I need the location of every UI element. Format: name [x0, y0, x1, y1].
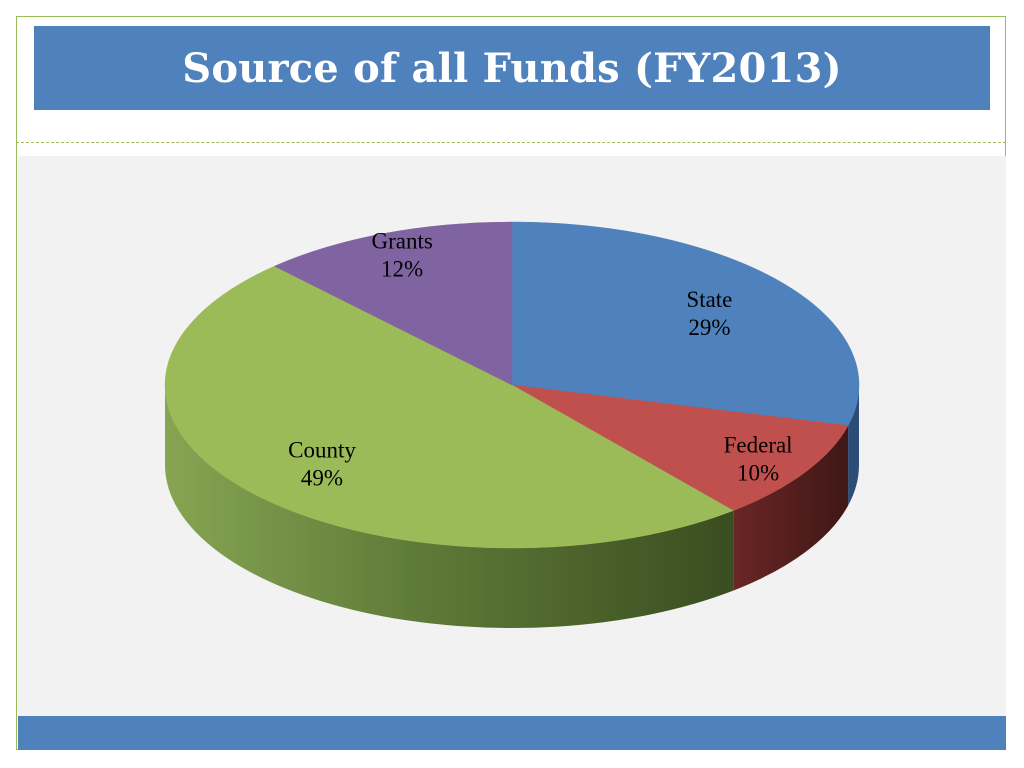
footer-bar — [18, 716, 1006, 750]
data-label-federal-percent: 10% — [737, 460, 779, 485]
pie-side-county — [165, 385, 734, 628]
pie-slice-grants — [273, 221, 513, 386]
pie-side-state — [848, 385, 859, 506]
data-label-county-percent: 49% — [301, 466, 343, 491]
pie-sides — [165, 385, 859, 628]
pie-slice-state — [511, 221, 860, 426]
data-label-grants-name: Grants — [371, 229, 432, 254]
data-label-county-name: County — [288, 438, 356, 463]
data-label-state-name: State — [686, 287, 732, 312]
slide-title: Source of all Funds (FY2013) — [182, 44, 842, 92]
data-label-state-percent: 29% — [688, 315, 730, 340]
pie-slice-federal — [511, 384, 849, 511]
title-divider — [16, 142, 1006, 143]
pie-side-federal — [733, 425, 849, 591]
pie-tops — [164, 221, 860, 549]
pie-slice-county — [164, 265, 734, 549]
title-bar: Source of all Funds (FY2013) — [34, 26, 990, 110]
data-label-federal-name: Federal — [724, 432, 793, 457]
pie-labels: State 29% Federal 10% County 49% Grants 12% — [288, 229, 792, 491]
data-label-grants-percent: 12% — [381, 257, 423, 282]
